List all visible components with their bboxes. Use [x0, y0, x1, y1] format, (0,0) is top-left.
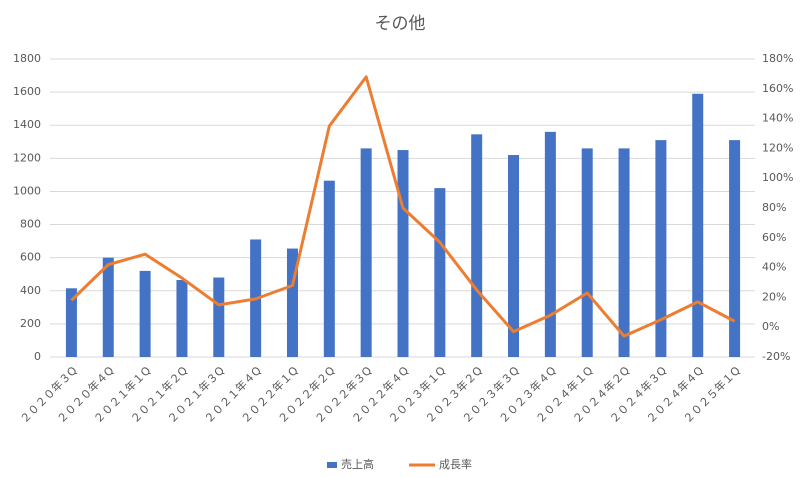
bar: [655, 140, 667, 357]
y2-tick-label: -20%: [762, 350, 790, 363]
bar: [176, 280, 188, 357]
y2-tick-label: 160%: [762, 82, 793, 95]
bar: [397, 150, 409, 357]
y2-tick-label: 100%: [762, 171, 793, 184]
y-tick-label: 1600: [13, 85, 41, 98]
bar: [102, 257, 114, 357]
y-tick-label: 1800: [13, 52, 41, 65]
bar: [286, 248, 298, 357]
y2-tick-label: 180%: [762, 52, 793, 65]
line: [70, 75, 736, 338]
bar: [65, 288, 77, 357]
y2-tick-label: 80%: [762, 201, 786, 214]
bar: [729, 140, 741, 357]
bar: [544, 131, 556, 357]
bar: [323, 180, 335, 357]
bar: [434, 188, 446, 357]
bar: [360, 148, 372, 357]
y-tick-label: 1000: [13, 184, 41, 197]
bar: [618, 148, 630, 357]
y-tick-label: 400: [20, 284, 41, 297]
legend-label: 成長率: [439, 457, 472, 471]
bar: [471, 134, 483, 357]
legend-swatch: [327, 462, 337, 468]
y2-tick-label: 20%: [762, 290, 786, 303]
bar: [213, 277, 225, 357]
y2-tick-label: 0%: [762, 320, 779, 333]
bar: [139, 270, 151, 357]
y2-tick-label: 120%: [762, 141, 793, 154]
y-tick-label: 1200: [13, 151, 41, 164]
y-tick-label: 600: [20, 251, 41, 264]
bar: [692, 93, 704, 358]
y-tick-label: 200: [20, 317, 41, 330]
bar: [581, 148, 593, 357]
y-tick-label: 0: [34, 350, 41, 363]
y2-tick-label: 140%: [762, 112, 793, 125]
legend-label: 売上高: [341, 457, 374, 471]
y2-tick-label: 40%: [762, 261, 786, 274]
y-tick-label: 1400: [13, 118, 41, 131]
bar: [508, 155, 520, 357]
y2-tick-label: 60%: [762, 231, 786, 244]
y-tick-label: 800: [20, 218, 41, 231]
chart-title: その他: [375, 14, 426, 34]
